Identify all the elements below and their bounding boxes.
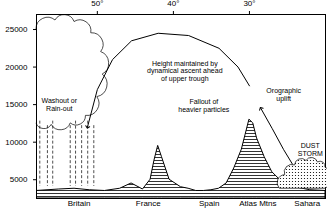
svg-text:Spain: Spain — [199, 199, 219, 208]
svg-text:5000: 5000 — [10, 175, 28, 184]
svg-text:Sahara: Sahara — [294, 199, 320, 208]
svg-text:Washout orRain-out: Washout orRain-out — [42, 97, 78, 112]
svg-text:Atlas Mtns: Atlas Mtns — [239, 199, 276, 208]
svg-text:50°: 50° — [91, 0, 103, 8]
svg-text:15000: 15000 — [5, 100, 28, 109]
svg-text:10000: 10000 — [5, 138, 28, 147]
svg-text:Fallout ofheavier particles: Fallout ofheavier particles — [178, 98, 229, 114]
svg-text:20000: 20000 — [5, 63, 28, 72]
svg-text:France: France — [136, 199, 161, 208]
svg-text:DUSTSTORM: DUSTSTORM — [298, 142, 323, 157]
svg-text:40°: 40° — [167, 0, 179, 8]
svg-text:Britain: Britain — [68, 199, 91, 208]
svg-text:25000: 25000 — [5, 25, 28, 34]
svg-text:Orographicuplift: Orographicuplift — [266, 87, 301, 103]
svg-text:30°: 30° — [243, 0, 255, 8]
svg-text:Height maintained bydynamical: Height maintained bydynamical ascent ahe… — [147, 60, 223, 83]
